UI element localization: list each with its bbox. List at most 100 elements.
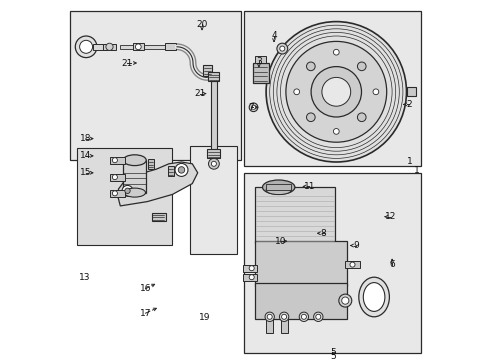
- Circle shape: [251, 105, 255, 109]
- Circle shape: [122, 185, 133, 196]
- Circle shape: [266, 314, 272, 319]
- Text: 13: 13: [79, 273, 90, 282]
- Circle shape: [249, 275, 254, 280]
- Text: 14: 14: [80, 152, 92, 161]
- Bar: [151, 213, 166, 221]
- Circle shape: [135, 44, 141, 50]
- Circle shape: [112, 191, 117, 196]
- Ellipse shape: [262, 180, 294, 194]
- Ellipse shape: [363, 283, 384, 311]
- Circle shape: [276, 43, 287, 54]
- Bar: [255, 241, 346, 286]
- Bar: [208, 72, 219, 81]
- Circle shape: [281, 314, 286, 319]
- Bar: [211, 81, 216, 151]
- Circle shape: [208, 158, 219, 169]
- Circle shape: [357, 62, 366, 71]
- Bar: [167, 166, 173, 176]
- Circle shape: [249, 266, 254, 271]
- Circle shape: [357, 113, 366, 122]
- Circle shape: [306, 113, 315, 122]
- Text: 5: 5: [329, 352, 335, 360]
- Circle shape: [124, 188, 130, 194]
- Text: 4: 4: [271, 31, 276, 40]
- Bar: [120, 45, 134, 49]
- Circle shape: [80, 40, 92, 53]
- Bar: [280, 317, 287, 333]
- Circle shape: [372, 89, 378, 95]
- Bar: [203, 65, 211, 76]
- Circle shape: [175, 163, 187, 176]
- Bar: [103, 44, 116, 50]
- Ellipse shape: [123, 155, 146, 166]
- Text: 21: 21: [122, 58, 133, 68]
- Bar: [406, 87, 415, 96]
- Bar: [255, 187, 334, 243]
- Text: 12: 12: [384, 212, 395, 221]
- Text: 8: 8: [320, 229, 326, 238]
- Bar: [190, 146, 237, 254]
- Circle shape: [333, 129, 339, 134]
- Circle shape: [249, 103, 257, 112]
- Text: 19: 19: [199, 313, 210, 322]
- Bar: [133, 43, 143, 50]
- Bar: [110, 157, 124, 164]
- Bar: [252, 63, 268, 83]
- Circle shape: [279, 312, 288, 321]
- Bar: [242, 265, 257, 272]
- Bar: [123, 160, 146, 193]
- Circle shape: [310, 67, 361, 117]
- Circle shape: [315, 314, 320, 319]
- Circle shape: [285, 41, 386, 142]
- Text: 10: 10: [274, 237, 285, 246]
- Bar: [265, 184, 291, 190]
- Ellipse shape: [265, 186, 291, 194]
- Circle shape: [321, 77, 350, 106]
- Bar: [164, 43, 176, 50]
- Circle shape: [264, 312, 274, 321]
- Text: 15: 15: [80, 168, 92, 177]
- Bar: [93, 44, 107, 50]
- Bar: [148, 159, 153, 169]
- Bar: [242, 274, 257, 281]
- Circle shape: [349, 262, 354, 267]
- Text: 6: 6: [388, 260, 394, 269]
- Circle shape: [293, 89, 299, 95]
- Circle shape: [341, 297, 348, 304]
- Bar: [244, 11, 420, 166]
- Circle shape: [301, 314, 306, 319]
- Circle shape: [313, 312, 322, 321]
- Bar: [265, 317, 273, 333]
- Bar: [110, 174, 124, 181]
- Text: 16: 16: [140, 284, 151, 293]
- Bar: [254, 56, 266, 63]
- Circle shape: [299, 312, 308, 321]
- Circle shape: [112, 175, 117, 180]
- Bar: [144, 45, 167, 49]
- Bar: [70, 11, 241, 160]
- Text: 18: 18: [80, 134, 92, 143]
- Text: 3: 3: [256, 57, 261, 66]
- Circle shape: [178, 167, 184, 173]
- Text: 1: 1: [407, 157, 412, 166]
- Text: 7: 7: [247, 103, 253, 112]
- Text: 21: 21: [194, 89, 205, 98]
- Circle shape: [112, 158, 117, 163]
- Text: 5: 5: [329, 348, 335, 356]
- Circle shape: [306, 62, 315, 71]
- Circle shape: [211, 161, 216, 166]
- Text: 20: 20: [196, 19, 207, 29]
- Text: 1: 1: [413, 166, 419, 175]
- Circle shape: [265, 22, 406, 162]
- Bar: [207, 149, 220, 158]
- Bar: [110, 190, 124, 197]
- Text: 17: 17: [140, 309, 151, 318]
- Circle shape: [333, 49, 339, 55]
- Bar: [345, 261, 359, 268]
- Text: 9: 9: [352, 241, 358, 250]
- Ellipse shape: [358, 277, 388, 317]
- Bar: [255, 283, 346, 319]
- Circle shape: [338, 294, 351, 307]
- Circle shape: [279, 46, 284, 51]
- Bar: [244, 173, 420, 353]
